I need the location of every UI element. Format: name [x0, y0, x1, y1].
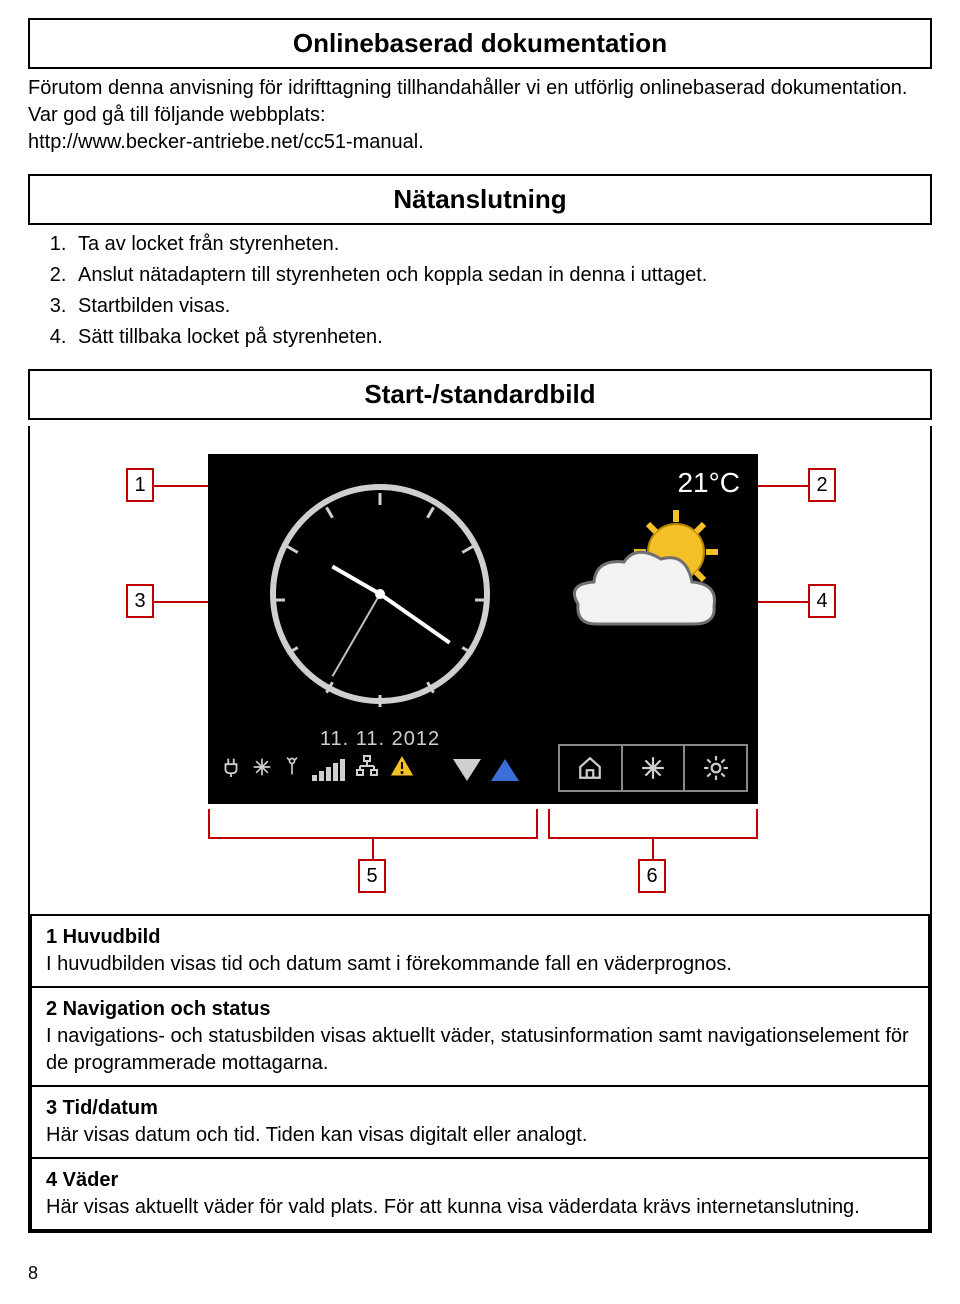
clock-minute-hand: [379, 593, 451, 645]
legend-head: 4 Väder: [46, 1167, 914, 1194]
plug-icon: [220, 755, 242, 785]
bracket-5: [208, 809, 538, 839]
legend-body: I huvudbilden visas tid och datum samt i…: [46, 951, 914, 978]
temperature-text: 21°C: [677, 464, 740, 502]
steps-list: Ta av locket från styrenheten. Anslut nä…: [72, 231, 932, 351]
up-arrow-icon[interactable]: [491, 759, 519, 781]
legend-body: Här visas datum och tid. Tiden kan visas…: [46, 1122, 914, 1149]
legend-head: 2 Navigation och status: [46, 996, 914, 1023]
snowflake-status-icon: [252, 755, 272, 785]
callout-3: 3: [126, 584, 154, 618]
clock-area: [220, 464, 540, 724]
callout-5: 5: [358, 859, 386, 893]
legend-row: 1 Huvudbild I huvudbilden visas tid och …: [32, 914, 928, 986]
gear-icon[interactable]: [683, 746, 746, 790]
legend-row: 2 Navigation och status I navigations- o…: [32, 986, 928, 1085]
callout-6-stem: [652, 839, 654, 861]
step-item: Ta av locket från styrenheten.: [72, 231, 932, 258]
legend-row: 4 Väder Här visas aktuellt väder för val…: [32, 1157, 928, 1229]
step-item: Anslut nätadaptern till styrenheten och …: [72, 262, 932, 289]
legend-row: 3 Tid/datum Här visas datum och tid. Tid…: [32, 1085, 928, 1157]
section-title-startbild: Start-/standardbild: [28, 369, 932, 420]
warning-icon: [389, 754, 415, 787]
callout-1: 1: [126, 468, 154, 502]
signal-icon: [312, 759, 345, 781]
antenna-icon: [282, 755, 302, 785]
clock-second-hand: [332, 594, 381, 677]
step-item: Sätt tillbaka locket på styrenheten.: [72, 324, 932, 351]
network-icon: [355, 755, 379, 785]
bracket-6: [548, 809, 758, 839]
callout-2: 2: [808, 468, 836, 502]
legend-body: I navigations- och statusbilden visas ak…: [46, 1023, 914, 1077]
status-row: [220, 748, 540, 792]
section-title-natanslutning: Nätanslutning: [28, 174, 932, 225]
callout-5-stem: [372, 839, 374, 861]
step-item: Startbilden visas.: [72, 293, 932, 320]
snowflake-icon[interactable]: [621, 746, 684, 790]
callout-4: 4: [808, 584, 836, 618]
legend-head: 3 Tid/datum: [46, 1095, 914, 1122]
figure-stage: 1 3 2 4 5 6: [78, 454, 882, 894]
clock-center: [375, 589, 385, 599]
weather-icon: [566, 504, 736, 654]
section-body-online: Förutom denna anvisning för idrifttagnin…: [28, 75, 932, 156]
clock-face: [270, 484, 490, 704]
legend-table: 1 Huvudbild I huvudbilden visas tid och …: [30, 914, 930, 1231]
section-title-online: Onlinebaserad dokumentation: [28, 18, 932, 69]
down-arrow-icon[interactable]: [453, 759, 481, 781]
home-icon[interactable]: [560, 746, 621, 790]
figure-container: 1 3 2 4 5 6: [28, 426, 932, 1233]
legend-head: 1 Huvudbild: [46, 924, 914, 951]
legend-body: Här visas aktuellt väder för vald plats.…: [46, 1194, 914, 1221]
callout-6: 6: [638, 859, 666, 893]
nav-panel: [558, 744, 748, 792]
device-screen: 11. 11. 2012 21°C: [208, 454, 758, 804]
clock-hour-hand: [331, 565, 381, 596]
page-number: 8: [28, 1261, 932, 1285]
